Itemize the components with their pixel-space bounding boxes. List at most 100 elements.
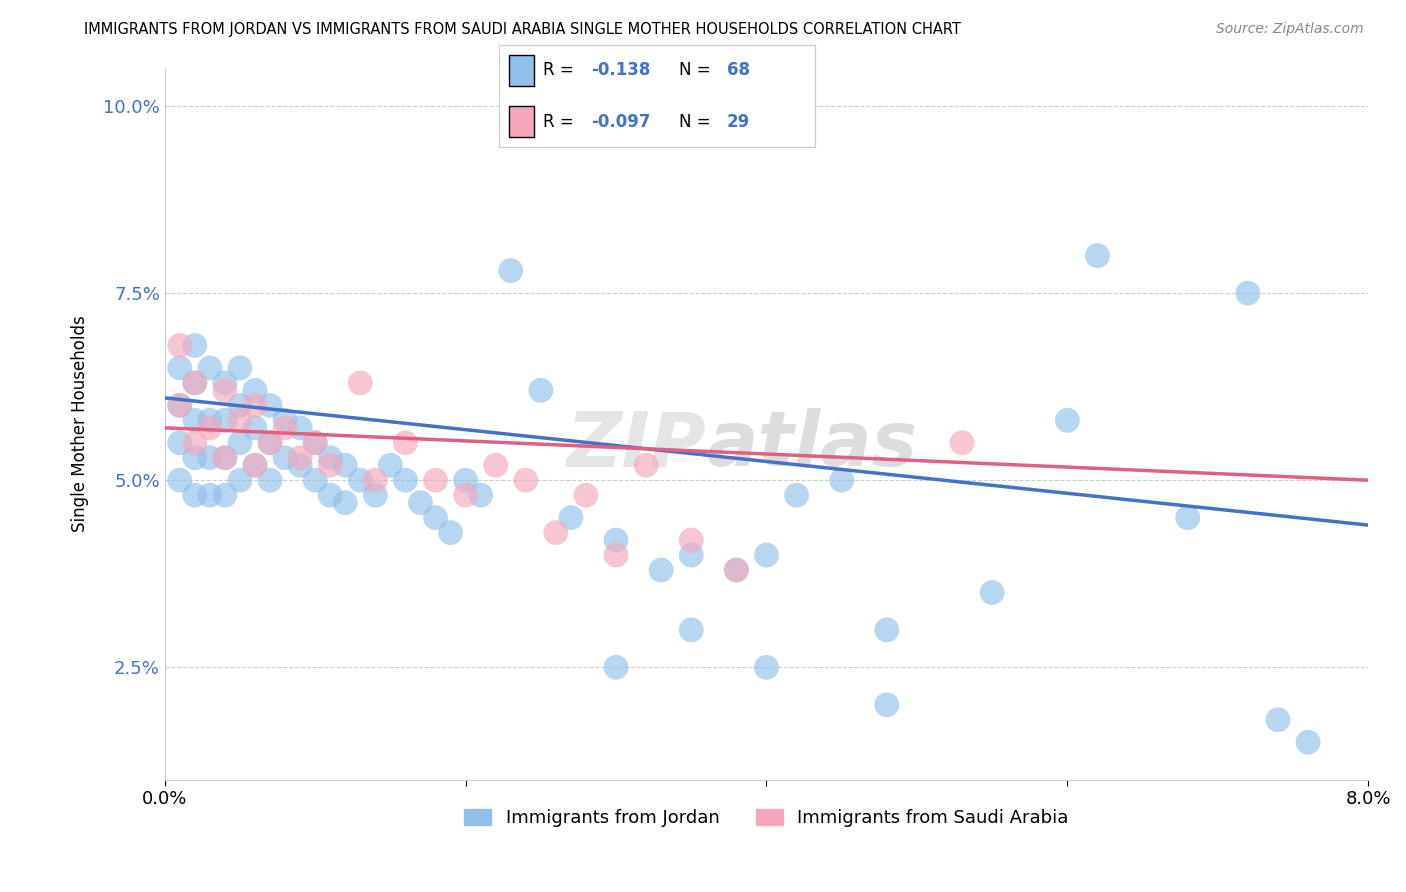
Point	[214, 450, 236, 465]
Point	[288, 458, 311, 473]
Point	[243, 458, 266, 473]
Point	[349, 376, 371, 390]
Point	[184, 450, 207, 465]
Point	[650, 563, 672, 577]
FancyBboxPatch shape	[509, 106, 534, 137]
Point	[229, 398, 252, 412]
Point	[485, 458, 508, 473]
Point	[831, 473, 853, 487]
Text: -0.138: -0.138	[591, 62, 650, 79]
Point	[243, 398, 266, 412]
Point	[425, 473, 447, 487]
Point	[169, 338, 191, 352]
Point	[425, 510, 447, 524]
Point	[198, 421, 221, 435]
Point	[544, 525, 567, 540]
Point	[274, 421, 297, 435]
Point	[184, 376, 207, 390]
Point	[454, 488, 477, 502]
Point	[229, 360, 252, 375]
Point	[1177, 510, 1199, 524]
Point	[681, 533, 703, 547]
Point	[169, 398, 191, 412]
Text: N =: N =	[679, 112, 716, 130]
Text: atlas: atlas	[706, 409, 918, 483]
Point	[198, 360, 221, 375]
Point	[319, 488, 342, 502]
Point	[1056, 413, 1078, 427]
Point	[950, 435, 973, 450]
Point	[259, 473, 281, 487]
Point	[198, 450, 221, 465]
Point	[1267, 713, 1289, 727]
Point	[1296, 735, 1319, 749]
Point	[243, 421, 266, 435]
Point	[364, 488, 387, 502]
Point	[605, 533, 627, 547]
Text: -0.097: -0.097	[591, 112, 651, 130]
Text: IMMIGRANTS FROM JORDAN VS IMMIGRANTS FROM SAUDI ARABIA SINGLE MOTHER HOUSEHOLDS : IMMIGRANTS FROM JORDAN VS IMMIGRANTS FRO…	[84, 22, 962, 37]
Point	[259, 435, 281, 450]
Point	[214, 488, 236, 502]
Point	[1087, 249, 1109, 263]
Legend: Immigrants from Jordan, Immigrants from Saudi Arabia: Immigrants from Jordan, Immigrants from …	[457, 802, 1076, 835]
Point	[319, 458, 342, 473]
Point	[755, 548, 778, 562]
Point	[229, 473, 252, 487]
Point	[259, 398, 281, 412]
Point	[198, 488, 221, 502]
Point	[755, 660, 778, 674]
FancyBboxPatch shape	[509, 55, 534, 86]
Point	[876, 698, 898, 712]
Point	[725, 563, 748, 577]
Point	[394, 435, 416, 450]
Text: R =: R =	[543, 112, 579, 130]
Point	[681, 548, 703, 562]
Point	[515, 473, 537, 487]
Point	[499, 263, 522, 277]
Point	[184, 488, 207, 502]
Point	[169, 398, 191, 412]
Point	[454, 473, 477, 487]
Point	[470, 488, 492, 502]
Point	[605, 548, 627, 562]
Text: R =: R =	[543, 62, 579, 79]
Point	[184, 376, 207, 390]
Point	[184, 413, 207, 427]
Text: 68: 68	[727, 62, 749, 79]
Point	[380, 458, 402, 473]
Point	[214, 450, 236, 465]
Point	[304, 435, 326, 450]
Point	[560, 510, 582, 524]
Point	[394, 473, 416, 487]
Point	[259, 435, 281, 450]
Point	[184, 338, 207, 352]
Point	[198, 413, 221, 427]
Point	[169, 360, 191, 375]
Point	[725, 563, 748, 577]
Point	[214, 413, 236, 427]
Point	[681, 623, 703, 637]
Point	[605, 660, 627, 674]
Point	[229, 435, 252, 450]
Point	[439, 525, 461, 540]
Point	[1237, 286, 1260, 301]
Point	[184, 435, 207, 450]
Point	[169, 435, 191, 450]
Point	[243, 458, 266, 473]
Point	[304, 435, 326, 450]
Point	[319, 450, 342, 465]
Point	[304, 473, 326, 487]
Point	[364, 473, 387, 487]
Point	[169, 473, 191, 487]
Text: 29: 29	[727, 112, 751, 130]
Point	[335, 496, 357, 510]
Point	[274, 413, 297, 427]
Point	[288, 450, 311, 465]
Text: ZIP: ZIP	[567, 409, 706, 483]
Y-axis label: Single Mother Households: Single Mother Households	[72, 316, 89, 533]
Point	[335, 458, 357, 473]
Point	[575, 488, 598, 502]
Point	[349, 473, 371, 487]
Text: N =: N =	[679, 62, 716, 79]
